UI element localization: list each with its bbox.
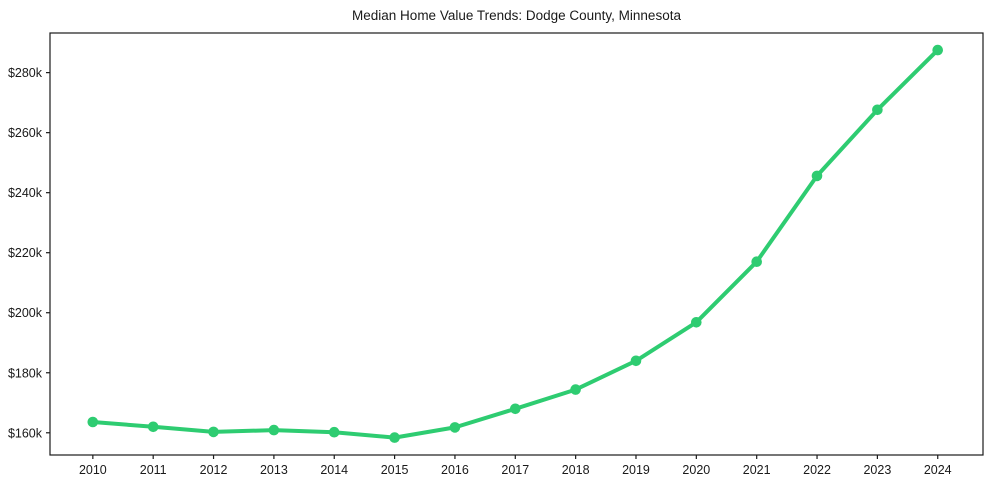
data-point-2024 <box>932 44 943 56</box>
trend-line <box>90 48 940 440</box>
data-point-2016 <box>449 422 461 433</box>
data-point-2013 <box>268 424 280 436</box>
y-tick-label: $280k <box>8 66 43 80</box>
plot-border <box>49 32 984 456</box>
x-tick-label: 2014 <box>320 463 348 477</box>
y-tick-label: $240k <box>8 186 43 200</box>
data-point-2022 <box>811 170 823 182</box>
data-point-2021 <box>751 256 762 268</box>
x-tick-label: 2011 <box>140 463 167 477</box>
x-tick-label: 2023 <box>863 463 891 477</box>
data-point-2023 <box>872 104 883 116</box>
x-tick-label: 2019 <box>622 463 650 477</box>
data-point-2018 <box>570 384 581 395</box>
y-tick-label: $220k <box>8 246 43 260</box>
data-point-2010 <box>87 416 99 428</box>
data-point-2011 <box>147 421 159 433</box>
chart-title: Median Home Value Trends: Dodge County, … <box>352 8 681 23</box>
y-tick-label: $160k <box>8 426 43 440</box>
x-tick-label: 2010 <box>79 463 107 477</box>
y-tick-label: $180k <box>8 366 43 380</box>
x-tick-label: 2020 <box>682 463 710 477</box>
x-tick-label: 2018 <box>562 463 590 477</box>
y-tick-label: $260k <box>8 126 43 140</box>
data-point-2020 <box>691 317 702 328</box>
data-point-2014 <box>328 426 340 438</box>
data-point-2015 <box>389 432 400 443</box>
x-tick-label: 2016 <box>441 463 469 477</box>
x-tick-label: 2024 <box>924 463 952 477</box>
data-point-2012 <box>208 426 219 438</box>
x-tick-label: 2017 <box>501 463 529 477</box>
x-tick-label: 2012 <box>200 463 228 477</box>
data-point-2017 <box>510 403 521 415</box>
x-tick-label: 2015 <box>381 463 409 477</box>
x-tick-label: 2013 <box>260 463 288 477</box>
y-tick-label: $200k <box>8 306 43 320</box>
data-point-2019 <box>630 355 642 367</box>
x-tick-label: 2022 <box>803 463 831 477</box>
x-tick-label: 2021 <box>743 463 771 477</box>
